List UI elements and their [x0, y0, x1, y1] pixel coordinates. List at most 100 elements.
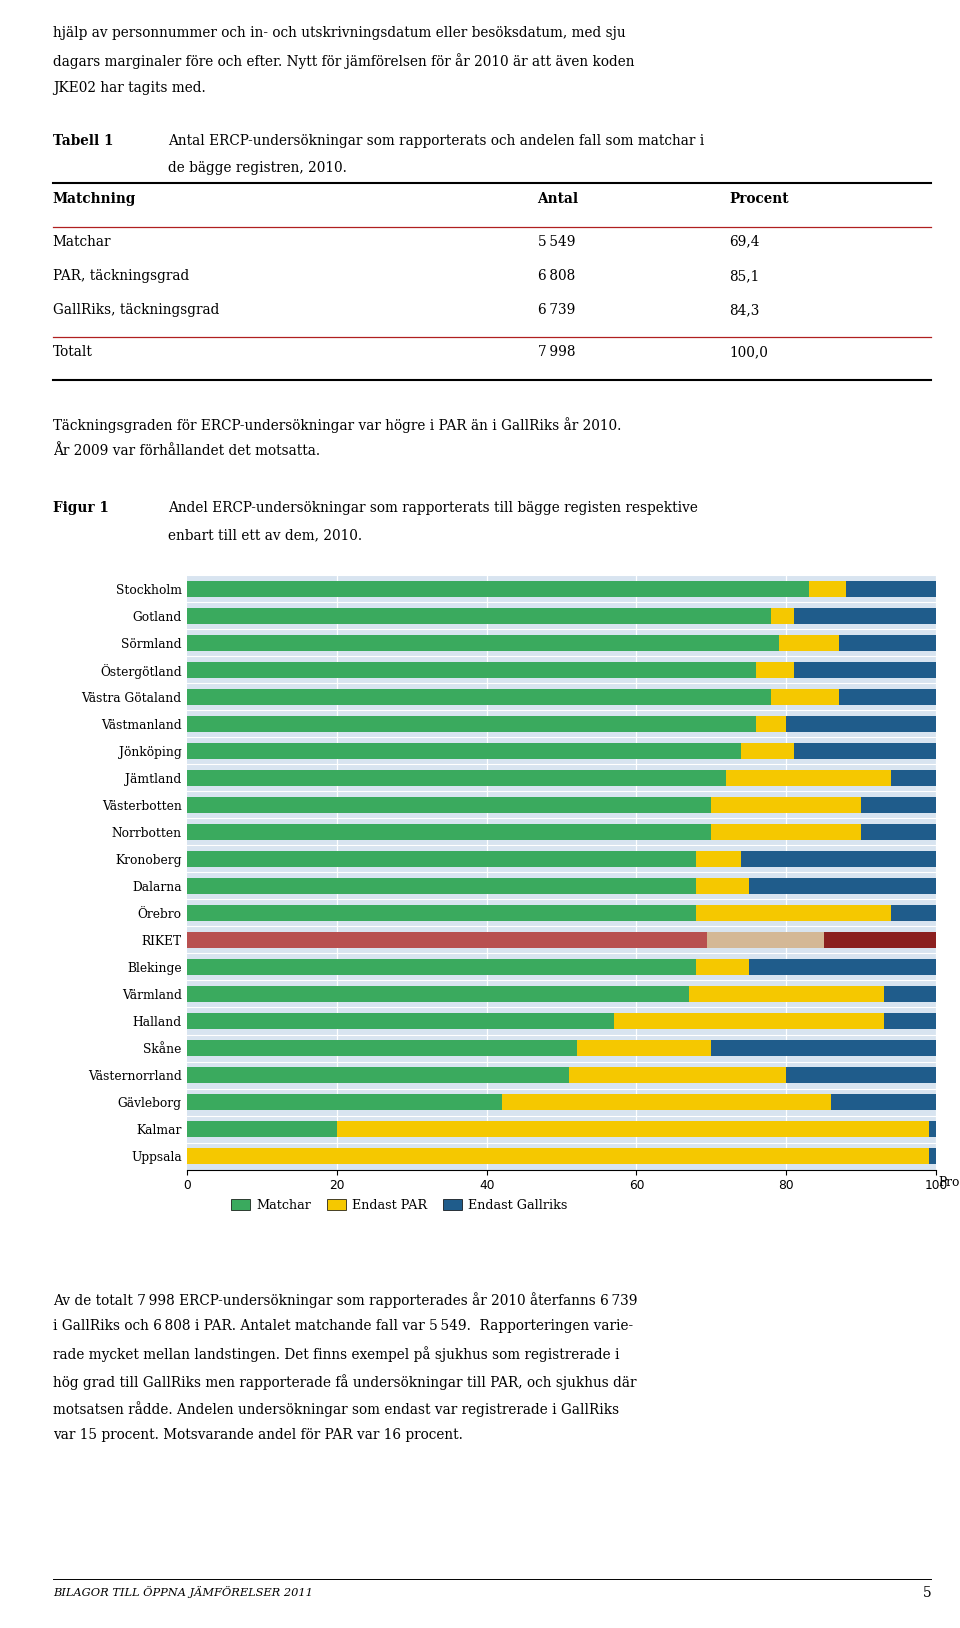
- Text: var 15 procent. Motsvarande andel för PAR var 16 procent.: var 15 procent. Motsvarande andel för PA…: [53, 1428, 463, 1442]
- Text: Tabell 1: Tabell 1: [53, 133, 113, 148]
- Text: År 2009 var förhållandet det motsatta.: År 2009 var förhållandet det motsatta.: [53, 444, 320, 459]
- Bar: [187, 770, 727, 786]
- Text: hjälp av personnummer och in- och utskrivningsdatum eller besöksdatum, med sju: hjälp av personnummer och in- och utskri…: [53, 26, 625, 41]
- Text: 85,1: 85,1: [730, 269, 760, 283]
- Text: 69,4: 69,4: [730, 234, 760, 249]
- Bar: [577, 1040, 711, 1057]
- Bar: [187, 1068, 569, 1083]
- Text: i GallRiks och 6 808 i PAR. Antalet matchande fall var 5 549.  Rapporteringen va: i GallRiks och 6 808 i PAR. Antalet matc…: [53, 1319, 633, 1333]
- Bar: [187, 824, 711, 840]
- Text: 6 739: 6 739: [538, 303, 575, 317]
- Bar: [771, 689, 839, 705]
- Bar: [689, 987, 883, 1001]
- Bar: [187, 689, 771, 705]
- Text: 100,0: 100,0: [730, 345, 768, 360]
- Bar: [337, 1122, 928, 1136]
- Bar: [756, 716, 786, 731]
- Bar: [928, 1148, 936, 1164]
- Text: enbart till ett av dem, 2010.: enbart till ett av dem, 2010.: [168, 529, 362, 542]
- Bar: [711, 824, 861, 840]
- Bar: [187, 635, 779, 651]
- Text: GallRiks, täckningsgrad: GallRiks, täckningsgrad: [53, 303, 219, 317]
- Bar: [839, 635, 936, 651]
- Bar: [861, 824, 936, 840]
- Bar: [696, 905, 891, 921]
- Bar: [883, 987, 936, 1001]
- Text: Täckningsgraden för ERCP-undersökningar var högre i PAR än i GallRiks år 2010.: Täckningsgraden för ERCP-undersökningar …: [53, 417, 621, 433]
- Bar: [696, 851, 741, 866]
- Bar: [749, 877, 936, 894]
- Bar: [711, 1040, 936, 1057]
- Bar: [187, 851, 696, 866]
- Bar: [846, 581, 936, 597]
- Text: Matchning: Matchning: [53, 192, 136, 207]
- Bar: [741, 742, 794, 759]
- Bar: [794, 663, 936, 677]
- Text: BILAGOR TILL ÖPPNA JÄMFÖRELSER 2011: BILAGOR TILL ÖPPNA JÄMFÖRELSER 2011: [53, 1586, 313, 1597]
- Bar: [839, 689, 936, 705]
- Text: dagars marginaler före och efter. Nytt för jämförelsen för år 2010 är att även k: dagars marginaler före och efter. Nytt f…: [53, 54, 635, 70]
- Text: Procent: Procent: [939, 1175, 960, 1188]
- Bar: [502, 1094, 831, 1110]
- Bar: [187, 905, 696, 921]
- Text: 84,3: 84,3: [730, 303, 760, 317]
- Bar: [187, 1094, 502, 1110]
- Bar: [891, 770, 936, 786]
- Bar: [707, 933, 824, 947]
- Text: Matchar: Matchar: [53, 234, 111, 249]
- Bar: [696, 877, 749, 894]
- Bar: [187, 581, 808, 597]
- Text: rade mycket mellan landstingen. Det finns exempel på sjukhus som registrerade i: rade mycket mellan landstingen. Det finn…: [53, 1346, 619, 1363]
- Bar: [711, 798, 861, 812]
- Text: 5 549: 5 549: [538, 234, 575, 249]
- Bar: [187, 798, 711, 812]
- Text: Andel ERCP-undersökningar som rapporterats till bägge registen respektive: Andel ERCP-undersökningar som rapportera…: [168, 501, 698, 514]
- Bar: [779, 635, 839, 651]
- Text: motsatsen rådde. Andelen undersökningar som endast var registrerade i GallRiks: motsatsen rådde. Andelen undersökningar …: [53, 1402, 619, 1416]
- Text: de bägge registren, 2010.: de bägge registren, 2010.: [168, 161, 347, 176]
- Bar: [187, 1040, 577, 1057]
- Text: Figur 1: Figur 1: [53, 501, 108, 514]
- Bar: [891, 905, 936, 921]
- Bar: [187, 663, 756, 677]
- Bar: [861, 798, 936, 812]
- Bar: [831, 1094, 936, 1110]
- Bar: [187, 877, 696, 894]
- Bar: [187, 1122, 337, 1136]
- Text: Antal ERCP-undersökningar som rapporterats och andelen fall som matchar i: Antal ERCP-undersökningar som rapportera…: [168, 133, 705, 148]
- Bar: [928, 1122, 936, 1136]
- Text: Av de totalt 7 998 ERCP-undersökningar som rapporterades år 2010 återfanns 6 739: Av de totalt 7 998 ERCP-undersökningar s…: [53, 1291, 637, 1307]
- Bar: [771, 607, 794, 624]
- Text: Procent: Procent: [730, 192, 789, 207]
- Bar: [187, 607, 771, 624]
- Bar: [756, 663, 794, 677]
- Text: JKE02 har tagits med.: JKE02 har tagits med.: [53, 81, 205, 94]
- Bar: [786, 716, 936, 731]
- Text: 6 808: 6 808: [538, 269, 575, 283]
- Bar: [187, 1013, 614, 1029]
- Bar: [187, 742, 741, 759]
- Text: Antal: Antal: [538, 192, 579, 207]
- Bar: [741, 851, 936, 866]
- Text: Totalt: Totalt: [53, 345, 93, 360]
- Bar: [187, 959, 696, 975]
- Bar: [187, 933, 707, 947]
- Bar: [614, 1013, 883, 1029]
- Text: PAR, täckningsgrad: PAR, täckningsgrad: [53, 269, 189, 283]
- Text: 7 998: 7 998: [538, 345, 575, 360]
- Bar: [727, 770, 891, 786]
- Bar: [749, 959, 936, 975]
- Legend: Matchar, Endast PAR, Endast Gallriks: Matchar, Endast PAR, Endast Gallriks: [231, 1198, 567, 1211]
- Bar: [824, 933, 936, 947]
- Bar: [794, 742, 936, 759]
- Bar: [786, 1068, 936, 1083]
- Text: hög grad till GallRiks men rapporterade få undersökningar till PAR, och sjukhus : hög grad till GallRiks men rapporterade …: [53, 1374, 636, 1390]
- Bar: [696, 959, 749, 975]
- Bar: [794, 607, 936, 624]
- Bar: [808, 581, 846, 597]
- Bar: [569, 1068, 786, 1083]
- Bar: [187, 987, 689, 1001]
- Bar: [883, 1013, 936, 1029]
- Bar: [187, 1148, 928, 1164]
- Bar: [187, 716, 756, 731]
